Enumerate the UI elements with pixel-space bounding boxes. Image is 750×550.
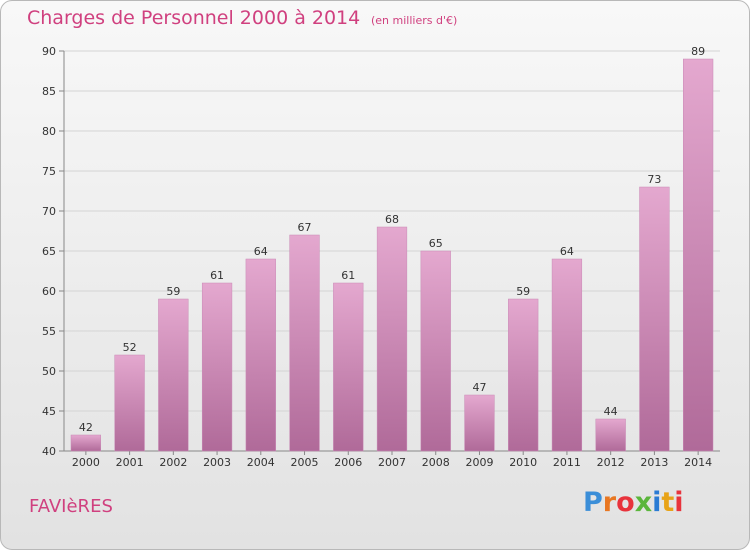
data-label: 61	[341, 269, 355, 282]
bar-2006	[333, 282, 364, 452]
bar-2012	[595, 418, 626, 452]
x-tick-label: 2011	[553, 456, 581, 469]
data-label: 47	[472, 381, 486, 394]
y-tick-label: 85	[42, 85, 56, 98]
data-label: 73	[647, 173, 661, 186]
bar-2005	[289, 234, 320, 452]
x-tick-label: 2004	[247, 456, 275, 469]
x-tick-label: 2005	[291, 456, 319, 469]
data-label: 64	[254, 245, 268, 258]
logo-letter: o	[616, 487, 635, 518]
x-tick-label: 2008	[422, 456, 450, 469]
y-tick-label: 65	[42, 245, 56, 258]
logo-letter: t	[661, 487, 675, 518]
y-tick-label: 75	[42, 165, 56, 178]
chart-subtitle: (en milliers d'€)	[371, 14, 458, 27]
data-label: 68	[385, 213, 399, 226]
commune-name: FAVIèRES	[29, 496, 113, 517]
data-label: 67	[298, 221, 312, 234]
x-tick-label: 2001	[116, 456, 144, 469]
logo-letter: i	[674, 487, 684, 518]
bar-2000	[70, 434, 101, 452]
proxiti-logo: Proxiti	[583, 487, 684, 518]
x-tick-label: 2003	[203, 456, 231, 469]
data-label: 59	[516, 285, 530, 298]
x-tick-label: 2010	[509, 456, 537, 469]
bar-2008	[420, 250, 451, 452]
logo-letter: x	[634, 487, 653, 518]
bars	[70, 58, 714, 452]
data-label: 61	[210, 269, 224, 282]
y-tick-label: 55	[42, 325, 56, 338]
data-label: 44	[604, 405, 618, 418]
x-tick-label: 2013	[640, 456, 668, 469]
data-label: 65	[429, 237, 443, 250]
y-tick-label: 90	[42, 45, 56, 58]
y-tick-label: 40	[42, 445, 56, 458]
y-tick-label: 60	[42, 285, 56, 298]
y-tick-label: 80	[42, 125, 56, 138]
bar-2011	[551, 258, 583, 452]
bar-2001	[114, 354, 145, 452]
y-tick-label: 50	[42, 365, 56, 378]
bar-2003	[201, 282, 233, 452]
labels: 40 45 50 55 60 65 70 75 80 85 90 42 2000 52 2001 59 2002…	[42, 45, 712, 469]
data-label: 59	[166, 285, 180, 298]
bar-2013	[639, 186, 670, 452]
x-tick-label: 2007	[378, 456, 406, 469]
bar-2014	[683, 58, 714, 452]
y-tick-label: 70	[42, 205, 56, 218]
logo-letter: r	[602, 487, 617, 518]
chart-title: Charges de Personnel 2000 à 2014	[27, 7, 361, 29]
x-tick-label: 2006	[334, 456, 362, 469]
data-label: 42	[79, 421, 93, 434]
x-tick-label: 2012	[597, 456, 625, 469]
logo-letter: i	[652, 487, 662, 518]
logo-letter: P	[583, 487, 603, 518]
data-label: 52	[123, 341, 137, 354]
bar-2010	[508, 298, 539, 452]
bar-2002	[158, 298, 189, 452]
x-tick-label: 2002	[159, 456, 187, 469]
data-label: 64	[560, 245, 574, 258]
bar-2009	[464, 394, 495, 452]
bar-2004	[245, 258, 276, 452]
y-tick-label: 45	[42, 405, 56, 418]
x-tick-label: 2009	[465, 456, 493, 469]
x-tick-label: 2000	[72, 456, 100, 469]
bar-2007	[376, 226, 408, 452]
x-tick-label: 2014	[684, 456, 712, 469]
data-label: 89	[691, 45, 705, 58]
